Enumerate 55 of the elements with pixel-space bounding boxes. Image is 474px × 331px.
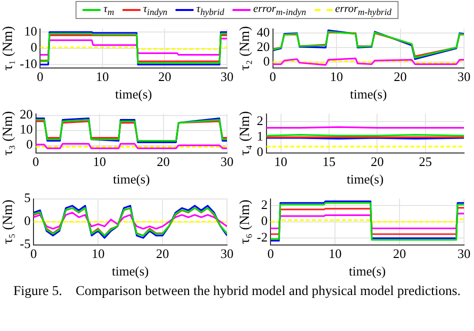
- y-axis-title: τ₄ (Nm): [238, 110, 254, 156]
- y-tick-label: 5: [24, 190, 31, 206]
- legend-label: τ$_{hybrid}$: [196, 3, 224, 18]
- x-tick-label: 15: [322, 154, 336, 170]
- x-tick-label: 10: [274, 154, 288, 170]
- y-tick-label: 10: [24, 23, 38, 38]
- x-axis-title: time(s): [112, 172, 150, 187]
- legend-label: error$_{m-indyn}$: [253, 3, 306, 18]
- x-tick-label: 20: [394, 69, 407, 84]
- y-tick-label: 20: [256, 39, 270, 54]
- y-axis-title: τ₃ (Nm): [1, 110, 16, 156]
- x-tick-label: 30: [220, 246, 234, 262]
- x-tick-label: 10: [96, 69, 109, 84]
- x-tick-label: 25: [418, 154, 432, 170]
- y-tick-label: 10: [20, 122, 33, 137]
- y-tick-label: 0: [261, 213, 268, 228]
- x-axis-title: time(s): [348, 264, 386, 279]
- y-tick-label: 0: [24, 213, 31, 228]
- y-tick-label: -5: [20, 236, 31, 252]
- x-tick-label: 30: [458, 69, 470, 84]
- x-tick-label: 20: [393, 246, 406, 262]
- y-tick-label: -2: [256, 230, 268, 245]
- x-tick-label: 20: [370, 154, 384, 170]
- x-axis-title: time(s): [112, 264, 149, 279]
- y-tick-label: 20: [20, 106, 33, 122]
- y-tick-label: 40: [256, 24, 270, 40]
- legend-label: error$_{m-hybrid}$: [335, 3, 392, 18]
- x-axis-title: time(s): [346, 172, 384, 187]
- y-tick-label: -10: [20, 56, 38, 71]
- x-tick-label: 10: [92, 246, 105, 262]
- x-tick-label: 30: [220, 154, 234, 170]
- y-axis-title: τ₆ (Nm): [238, 199, 254, 244]
- x-axis-title: time(s): [350, 86, 387, 102]
- y-tick-label: 2: [256, 113, 264, 128]
- y-tick-label: 0: [26, 136, 33, 152]
- x-tick-label: 10: [330, 69, 344, 84]
- x-tick-label: 30: [458, 246, 470, 262]
- y-tick-label: 0: [30, 40, 38, 55]
- x-tick-label: 20: [158, 69, 172, 84]
- caption: Figure 5. Comparison between the hybrid model and physical model predictions.: [12, 283, 462, 299]
- y-axis-title: τ₁ (Nm): [1, 26, 16, 70]
- y-tick-label: 1: [256, 128, 264, 144]
- y-axis-title: τ₅ (Nm): [1, 199, 16, 244]
- x-tick-label: 30: [220, 69, 234, 84]
- y-tick-label: 0: [256, 144, 264, 160]
- y-tick-label: 2: [261, 196, 268, 212]
- x-axis-title: time(s): [115, 86, 152, 102]
- x-tick-label: 20: [156, 154, 170, 170]
- y-tick-label: 0: [263, 53, 270, 68]
- x-tick-label: 10: [328, 246, 342, 262]
- x-tick-label: 20: [156, 246, 170, 262]
- legend-label: τ$_{m}$: [104, 3, 114, 18]
- y-axis-title: τ₂ (Nm): [238, 26, 254, 70]
- legend-label: τ$_{indyn}$: [143, 3, 168, 18]
- x-tick-label: 10: [93, 154, 106, 170]
